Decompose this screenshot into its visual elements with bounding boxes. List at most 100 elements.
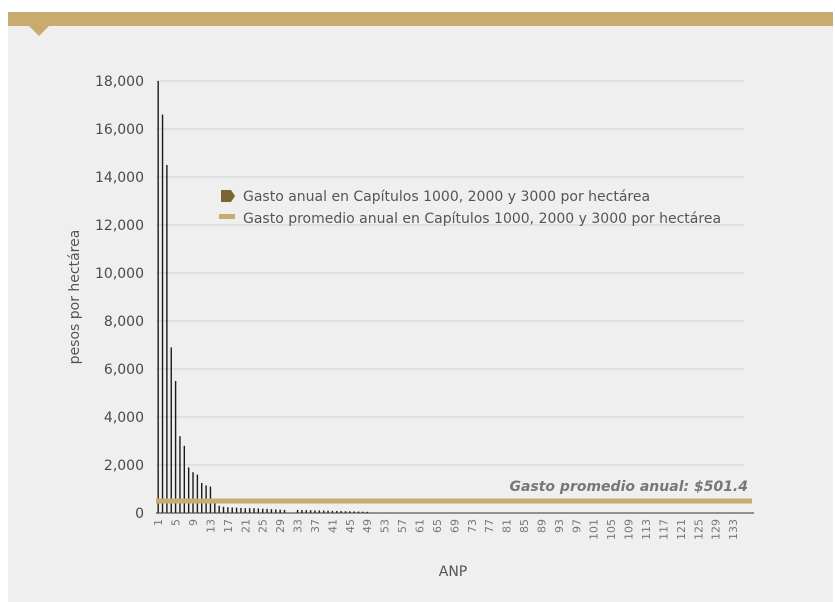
- x-tick-label: 33: [292, 519, 305, 533]
- y-tick-label: 12,000: [95, 218, 144, 234]
- grid-lines: [156, 80, 744, 466]
- legend-marker-line-icon: [219, 214, 235, 219]
- x-tick-label: 29: [274, 519, 287, 533]
- bar: [283, 509, 286, 513]
- bar: [240, 507, 242, 513]
- x-tick-label: 5: [170, 519, 183, 526]
- bar: [336, 510, 338, 513]
- bar: [201, 483, 203, 513]
- x-tick-label: 129: [710, 519, 723, 540]
- bar: [362, 511, 364, 513]
- y-tick-label: 2,000: [104, 458, 144, 474]
- bar: [161, 114, 164, 513]
- bar: [257, 508, 260, 513]
- bar: [309, 510, 312, 513]
- bar: [266, 508, 268, 513]
- y-tick-label: 10,000: [95, 266, 144, 282]
- y-tick-labels: 0 2,000 4,000 6,000 8,000 10,000 12,000 14,000 1…: [95, 74, 144, 522]
- bar: [166, 165, 168, 513]
- x-axis-title: ANP: [439, 564, 468, 580]
- x-tick-label: 13: [204, 519, 217, 533]
- x-tick-label: 125: [692, 519, 705, 540]
- bar: [244, 508, 246, 513]
- y-tick-label: 6,000: [104, 362, 144, 378]
- x-tick-label: 89: [535, 519, 548, 533]
- legend-label-bar: Gasto anual en Capítulos 1000, 2000 y 30…: [243, 189, 650, 205]
- y-axis-title: pesos por hectárea: [67, 230, 83, 365]
- bars: [157, 81, 368, 513]
- x-tick-label: 1: [152, 519, 165, 526]
- bar: [318, 510, 321, 513]
- legend-marker-bar-icon: [221, 190, 235, 202]
- x-tick-label: 113: [640, 519, 653, 540]
- x-tick-label: 85: [518, 519, 531, 533]
- x-tick-label: 9: [187, 519, 200, 526]
- chart-panel: [8, 12, 833, 602]
- bar: [301, 510, 303, 513]
- bar: [357, 511, 360, 513]
- x-tick-label: 25: [257, 519, 270, 533]
- bar: [322, 510, 325, 513]
- bar: [214, 501, 216, 513]
- x-tick-label: 93: [553, 519, 566, 533]
- bar: [366, 511, 368, 513]
- x-tick-label: 69: [448, 519, 461, 533]
- bar: [183, 445, 186, 513]
- bar: [262, 508, 264, 513]
- bar: [218, 505, 220, 513]
- y-tick-label: 14,000: [95, 170, 144, 186]
- bar: [331, 510, 334, 513]
- x-tick-label: 109: [623, 519, 636, 540]
- x-tick-label: 133: [727, 519, 740, 540]
- bar: [279, 509, 281, 513]
- bar: [235, 507, 238, 513]
- bar: [192, 472, 194, 513]
- bar: [170, 347, 172, 513]
- x-tick-label: 81: [501, 519, 514, 533]
- x-tick-label: 77: [483, 519, 496, 533]
- y-tick-label: 8,000: [104, 314, 144, 330]
- bar: [349, 511, 351, 513]
- x-tick-label: 97: [570, 519, 583, 533]
- header-band: [8, 12, 833, 26]
- x-tick-label: 105: [605, 519, 618, 540]
- header-notch: [29, 26, 49, 36]
- bar: [187, 467, 190, 513]
- x-tick-label: 17: [222, 519, 235, 533]
- x-tick-label: 57: [396, 519, 409, 533]
- bar: [296, 509, 299, 513]
- x-tick-label: 73: [466, 519, 479, 533]
- x-tick-label: 21: [239, 519, 252, 533]
- bar: [275, 509, 277, 513]
- bar: [157, 81, 159, 513]
- y-tick-label: 16,000: [95, 122, 144, 138]
- bar: [344, 511, 347, 513]
- x-tick-label: 37: [309, 519, 322, 533]
- y-tick-label: 18,000: [95, 74, 144, 90]
- bar: [222, 506, 225, 513]
- y-tick-label: 0: [135, 506, 144, 522]
- bar: [196, 474, 199, 513]
- legend-label-line: Gasto promedio anual en Capítulos 1000, …: [243, 211, 721, 227]
- x-tick-label: 49: [361, 519, 374, 533]
- average-annotation: Gasto promedio anual: $501.4: [509, 479, 748, 495]
- bar: [174, 381, 177, 513]
- bar: [327, 510, 329, 513]
- bar: [179, 436, 181, 513]
- bar: [340, 511, 342, 513]
- x-tick-label: 61: [414, 519, 427, 533]
- bar: [253, 508, 255, 513]
- bar: [305, 510, 307, 513]
- legend: Gasto anual en Capítulos 1000, 2000 y 30…: [219, 189, 721, 227]
- x-tick-labels: 1 5 9 13 17 21 25 29 33 37 41 45 49 53 57 61 65 69 73 77 81 8…: [152, 519, 740, 540]
- bar: [314, 510, 316, 513]
- bar: [270, 509, 273, 513]
- bar: [231, 507, 233, 513]
- x-tick-label: 121: [675, 519, 688, 540]
- bar: [227, 507, 229, 513]
- x-tick-label: 45: [344, 519, 357, 533]
- bar: [353, 511, 355, 513]
- x-tick-label: 53: [379, 519, 392, 533]
- y-tick-label: 4,000: [104, 410, 144, 426]
